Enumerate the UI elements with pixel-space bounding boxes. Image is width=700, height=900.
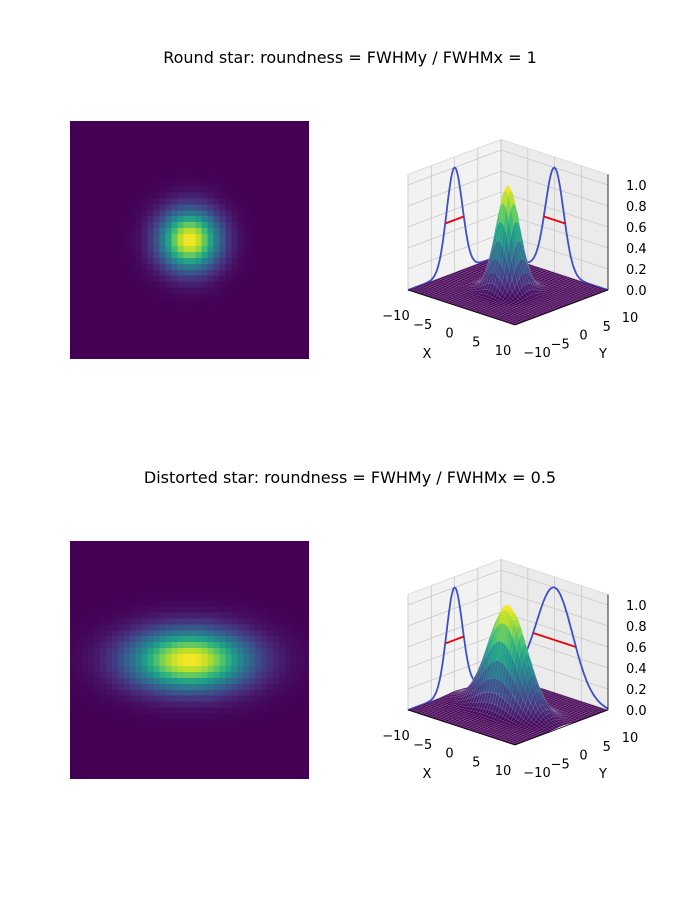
x-tick-label: 0: [445, 747, 453, 762]
z-tick-label: 0.6: [626, 221, 647, 236]
z-tick-label: 0.8: [626, 620, 647, 635]
y-axis-line: [514, 709, 609, 746]
gridline: [407, 569, 609, 606]
y-tick-label: −10: [523, 766, 550, 781]
y-tick-label: 5: [603, 740, 611, 755]
z-tick-label: 0.0: [626, 704, 647, 719]
z-tick-label: 0.4: [626, 662, 647, 677]
x-axis-line: [407, 709, 516, 746]
gridline: [407, 170, 609, 207]
chart-title-distorted: Distorted star: roundness = FWHMy / FWHM…: [143, 468, 557, 487]
x-tick-label: 10: [495, 764, 512, 779]
z-tick-label: 1.0: [626, 599, 647, 614]
gridline: [407, 191, 609, 228]
heatmap-image-distorted: [70, 541, 309, 779]
x-tick-label: −5: [413, 318, 432, 333]
gridline: [407, 149, 609, 186]
y-tick-label: 10: [622, 311, 639, 326]
surface-patch: [551, 726, 558, 730]
x-tick-label: 0: [445, 327, 453, 342]
x-tick-label: −10: [382, 729, 409, 744]
heatmap-image-round: [70, 121, 309, 359]
chart-title-round: Round star: roundness = FWHMy / FWHMx = …: [163, 48, 537, 67]
profile-y-curve: [407, 166, 502, 291]
y-axis-label: Y: [598, 347, 607, 362]
surface-patch: [560, 722, 567, 726]
fwhm-x-line: [532, 632, 577, 648]
z-tick-label: 0.6: [626, 641, 647, 656]
z-tick-label: 0.0: [626, 284, 647, 299]
y-tick-label: 5: [603, 320, 611, 335]
fwhm-x-line: [543, 215, 566, 225]
x-axis-label: X: [423, 347, 432, 362]
y-tick-label: −5: [551, 757, 570, 772]
x-tick-label: −10: [382, 309, 409, 324]
y-tick-label: 10: [622, 731, 639, 746]
x-axis-line: [407, 289, 516, 326]
z-tick-label: 0.4: [626, 242, 647, 257]
fwhm-y-line: [444, 215, 465, 225]
y-axis-label: Y: [598, 767, 607, 782]
z-tick-label: 0.8: [626, 200, 647, 215]
y-tick-label: 0: [579, 749, 587, 764]
gridline: [407, 590, 609, 627]
x-tick-label: 5: [472, 335, 480, 350]
surface-patch: [563, 722, 569, 725]
z-tick-label: 1.0: [626, 179, 647, 194]
x-tick-label: −5: [413, 738, 432, 753]
y-axis-line: [514, 289, 609, 326]
y-tick-label: −5: [551, 337, 570, 352]
y-tick-label: −10: [523, 346, 550, 361]
fwhm-y-line: [444, 635, 465, 645]
x-axis-label: X: [423, 767, 432, 782]
z-tick-label: 0.2: [626, 683, 647, 698]
x-tick-label: 10: [495, 344, 512, 359]
y-tick-label: 0: [579, 329, 587, 344]
x-tick-label: 5: [472, 755, 480, 770]
z-tick-label: 0.2: [626, 263, 647, 278]
